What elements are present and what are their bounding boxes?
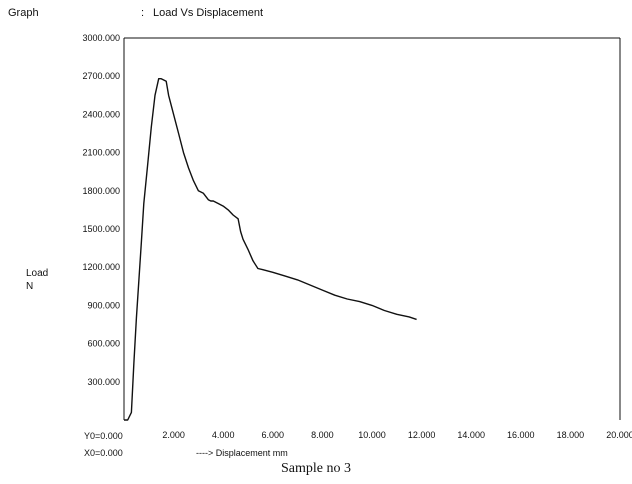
y-axis-label-unit: N <box>26 281 34 292</box>
y-origin-label: Y0=0.000 <box>84 431 123 441</box>
y-tick-label: 2400.000 <box>82 109 120 119</box>
load-curve-line <box>124 77 417 421</box>
y-tick-label: 1200.000 <box>82 262 120 272</box>
x-tick-label: 8.000 <box>311 430 334 440</box>
y-tick-label: 600.000 <box>87 339 120 349</box>
y-tick-label: 1800.000 <box>82 186 120 196</box>
y-tick-label: 3000.000 <box>82 33 120 43</box>
x-tick-label: 14.000 <box>457 430 485 440</box>
x-tick-label: 6.000 <box>262 430 285 440</box>
x-tick-label: 2.000 <box>162 430 185 440</box>
x-tick-label: 12.000 <box>408 430 436 440</box>
y-tick-label: 300.000 <box>87 377 120 387</box>
chart-title: Load Vs Displacement <box>153 7 264 19</box>
header-separator: : <box>141 7 145 19</box>
graph-label: Graph <box>8 7 39 19</box>
y-tick-label: 2100.000 <box>82 148 120 158</box>
x-tick-label: 10.000 <box>358 430 386 440</box>
x-tick-label: 16.000 <box>507 430 535 440</box>
y-axis-label-load: Load <box>26 268 49 279</box>
x-tick-label: 20.000 <box>606 430 632 440</box>
figure-caption: Sample no 3 <box>281 461 351 476</box>
x-tick-label: 18.000 <box>557 430 585 440</box>
y-tick-label: 2700.000 <box>82 71 120 81</box>
x-tick-label: 4.000 <box>212 430 235 440</box>
y-tick-label: 900.000 <box>87 300 120 310</box>
x-origin-label: X0=0.000 <box>84 448 123 458</box>
y-tick-label: 1500.000 <box>82 224 120 234</box>
x-axis-label: ----> Displacement mm <box>196 448 288 458</box>
